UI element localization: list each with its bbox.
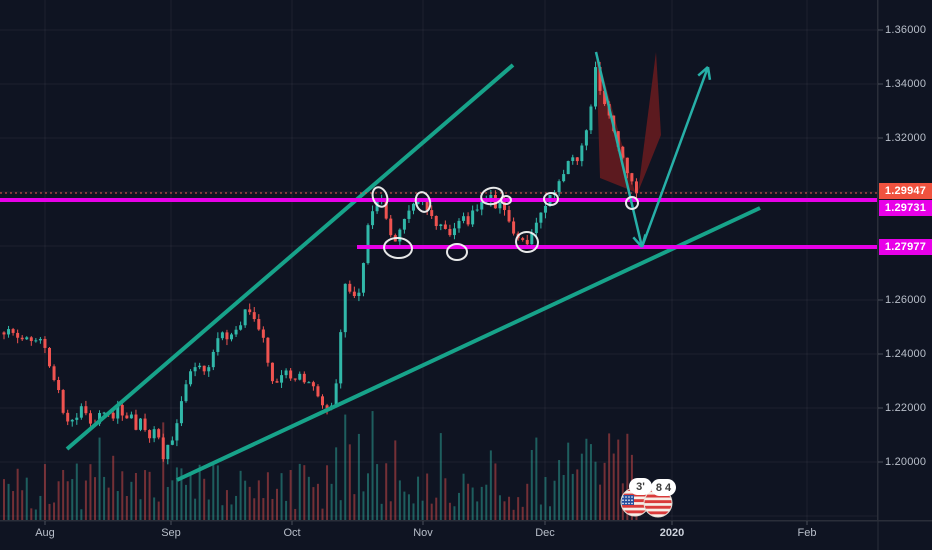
price-tick-label: 1.20000	[885, 456, 927, 468]
price-tick-label: 1.26000	[885, 294, 927, 306]
arrow-up-head	[706, 66, 712, 81]
note-pill	[629, 478, 652, 495]
wedge-shape	[638, 52, 661, 192]
circle-marker	[383, 236, 413, 260]
circle-marker	[414, 191, 432, 213]
us-flag-sticker: 3' 8 4	[620, 478, 676, 518]
note-pill	[651, 479, 676, 496]
circle-marker	[480, 186, 504, 206]
flag-sticker[interactable]: 3' 8 4	[620, 478, 676, 518]
wedge-shape	[596, 50, 635, 192]
price-tick-label: 1.24000	[885, 348, 927, 360]
circle-marker	[500, 195, 512, 205]
arrow-down-head	[632, 236, 643, 248]
grid-layer	[0, 0, 878, 521]
price-axis[interactable]: 1.36000 1.34000 1.32000 1.26000 1.24000 1.220…	[877, 0, 932, 521]
time-tick-label: Sep	[161, 527, 181, 539]
time-axis[interactable]: Aug Sep Oct Nov Dec 2020 Feb	[0, 520, 932, 550]
circle-marker	[515, 230, 539, 254]
price-tick-label: 1.36000	[885, 24, 927, 36]
time-tick-label: 2020	[659, 527, 685, 539]
circle-marker	[625, 196, 639, 210]
circle-marker	[543, 192, 559, 206]
circle-marker	[371, 186, 389, 208]
candles-layer	[2, 61, 638, 465]
last-price-badge: 1.29947	[879, 183, 932, 199]
time-tick-label: Oct	[283, 527, 301, 539]
note-pill-text: 3'	[636, 481, 645, 493]
trend-lines[interactable]	[65, 63, 761, 482]
arrow-up	[640, 66, 710, 248]
volume-layer	[3, 411, 638, 520]
arrow-down	[594, 51, 644, 248]
price-tick-label: 1.22000	[885, 402, 927, 414]
arrow-drawings[interactable]	[594, 51, 712, 248]
time-tick-label: Nov	[413, 527, 433, 539]
wedge-drawings[interactable]	[596, 50, 661, 192]
support-price-badge: 1.27977	[879, 239, 932, 255]
time-tick-label: Feb	[797, 527, 817, 539]
price-tick-label: 1.32000	[885, 132, 927, 144]
arrow-up-head	[697, 66, 709, 77]
price-level-lines[interactable]	[0, 192, 878, 249]
ellipse-markers[interactable]	[370, 185, 639, 261]
time-tick-label: Dec	[535, 527, 555, 539]
upper-trend-line	[65, 63, 515, 451]
lower-trend-line	[176, 206, 761, 482]
price-tick-label: 1.34000	[885, 78, 927, 90]
note-pill-text: 8 4	[656, 482, 672, 494]
time-tick-label: Aug	[35, 527, 55, 539]
circle-marker	[446, 243, 468, 261]
resistance-price-badge: 1.29731	[879, 200, 932, 216]
